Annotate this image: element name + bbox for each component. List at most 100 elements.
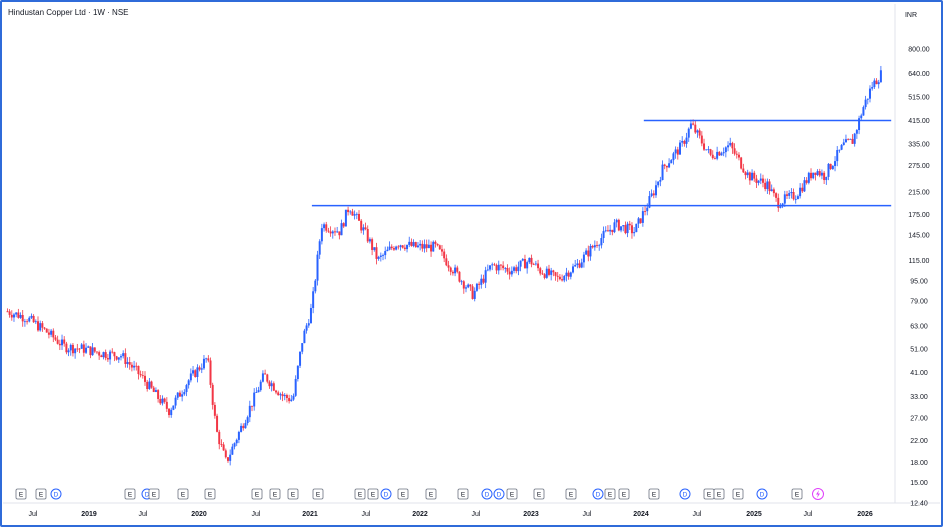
candle-body bbox=[620, 226, 623, 231]
candle-body bbox=[15, 312, 18, 315]
y-tick-label: 41.00 bbox=[910, 370, 928, 377]
candle-body bbox=[139, 374, 142, 376]
candle-body bbox=[205, 358, 208, 360]
candle-body bbox=[106, 358, 109, 360]
earnings-marker[interactable] bbox=[618, 488, 630, 500]
earnings-marker[interactable] bbox=[713, 488, 725, 500]
candle-body bbox=[676, 149, 679, 155]
candle-body bbox=[506, 268, 509, 272]
earnings-marker[interactable] bbox=[148, 488, 160, 500]
candle-body bbox=[847, 139, 850, 140]
earnings-marker-letter: E bbox=[152, 491, 157, 498]
candle-body bbox=[801, 187, 804, 192]
earnings-marker[interactable] bbox=[506, 488, 518, 500]
earnings-marker-letter: E bbox=[652, 491, 657, 498]
candle-body bbox=[384, 251, 387, 256]
candle-body bbox=[794, 199, 797, 200]
earnings-marker[interactable] bbox=[604, 488, 616, 500]
candle-body bbox=[54, 337, 57, 340]
earnings-marker[interactable] bbox=[312, 488, 324, 500]
candle-body bbox=[755, 178, 758, 183]
candle-body bbox=[235, 439, 238, 444]
earnings-marker[interactable] bbox=[367, 488, 379, 500]
dividend-marker-letter: D bbox=[384, 491, 389, 498]
candle-body bbox=[679, 142, 682, 155]
candle-body bbox=[390, 246, 393, 249]
candle-body bbox=[805, 180, 808, 183]
candle-body bbox=[713, 158, 716, 159]
candle-body bbox=[406, 244, 409, 250]
candle-body bbox=[388, 246, 391, 250]
earnings-marker[interactable] bbox=[425, 488, 437, 500]
candle-body bbox=[111, 351, 114, 353]
x-tick-label: 2024 bbox=[633, 511, 649, 518]
candle-body bbox=[373, 247, 376, 250]
candle-body bbox=[375, 247, 378, 259]
candle-body bbox=[377, 256, 380, 259]
price-axis[interactable]: 800.00 640.00 515.00 415.00 335.00 275.00 215.… bbox=[908, 47, 930, 508]
candle-body bbox=[486, 269, 489, 271]
candle-body bbox=[539, 268, 542, 274]
candle-body bbox=[724, 147, 727, 153]
earnings-marker[interactable] bbox=[204, 488, 216, 500]
candle-body bbox=[126, 362, 129, 364]
candle-body bbox=[753, 172, 756, 179]
symbol-title[interactable]: Hindustan Copper Ltd · 1W · NSE bbox=[8, 8, 129, 17]
earnings-marker[interactable] bbox=[251, 488, 263, 500]
earnings-marker[interactable] bbox=[565, 488, 577, 500]
candle-body bbox=[858, 118, 861, 131]
y-tick-label: 18.00 bbox=[910, 460, 928, 467]
dividend-marker[interactable] bbox=[756, 488, 768, 500]
candle-body bbox=[543, 274, 546, 278]
candle-body bbox=[810, 172, 813, 179]
dividend-marker[interactable] bbox=[679, 488, 691, 500]
candle-body bbox=[333, 231, 336, 233]
earnings-marker[interactable] bbox=[648, 488, 660, 500]
candle-body bbox=[395, 246, 398, 250]
candle-body bbox=[98, 352, 101, 356]
candle-body bbox=[237, 431, 240, 440]
earnings-marker-letter: E bbox=[717, 491, 722, 498]
dividend-marker-letter: D bbox=[54, 491, 59, 498]
earnings-marker[interactable] bbox=[732, 488, 744, 500]
candle-body bbox=[163, 398, 166, 402]
candle-body bbox=[122, 353, 125, 357]
candle-body bbox=[329, 231, 332, 234]
candle-body bbox=[207, 358, 210, 361]
candle-body bbox=[312, 291, 315, 309]
candle-body bbox=[10, 314, 13, 318]
time-axis[interactable]: Jul 2019 Jul 2020 Jul 2021 Jul 2022 Jul 2023 Jul 20… bbox=[29, 511, 873, 518]
earnings-marker[interactable] bbox=[287, 488, 299, 500]
earnings-marker[interactable] bbox=[177, 488, 189, 500]
dividend-marker[interactable] bbox=[380, 488, 392, 500]
candle-body bbox=[200, 368, 203, 370]
candle-body bbox=[28, 317, 31, 322]
x-tick-label: Jul bbox=[472, 511, 481, 518]
candle-body bbox=[244, 423, 247, 429]
dividend-marker[interactable] bbox=[592, 488, 604, 500]
levels-group[interactable] bbox=[311, 119, 892, 207]
candle-body bbox=[761, 178, 764, 183]
earnings-marker[interactable] bbox=[269, 488, 281, 500]
candle-body bbox=[796, 196, 799, 200]
candle-body bbox=[814, 172, 817, 175]
candle-body bbox=[733, 148, 736, 154]
earnings-marker[interactable] bbox=[533, 488, 545, 500]
earnings-marker[interactable] bbox=[791, 488, 803, 500]
dividend-marker[interactable] bbox=[481, 488, 493, 500]
earnings-marker[interactable] bbox=[397, 488, 409, 500]
earnings-marker[interactable] bbox=[35, 488, 47, 500]
candle-body bbox=[133, 365, 136, 368]
dividend-marker[interactable] bbox=[493, 488, 505, 500]
candle-body bbox=[550, 270, 553, 275]
earnings-marker[interactable] bbox=[457, 488, 469, 500]
earnings-marker[interactable] bbox=[15, 488, 27, 500]
candle-body bbox=[589, 245, 592, 257]
candle-body bbox=[665, 165, 668, 168]
candle-body bbox=[8, 311, 11, 315]
candle-body bbox=[547, 268, 550, 275]
earnings-marker[interactable] bbox=[354, 488, 366, 500]
earnings-marker[interactable] bbox=[124, 488, 136, 500]
dividend-marker[interactable] bbox=[50, 488, 62, 500]
